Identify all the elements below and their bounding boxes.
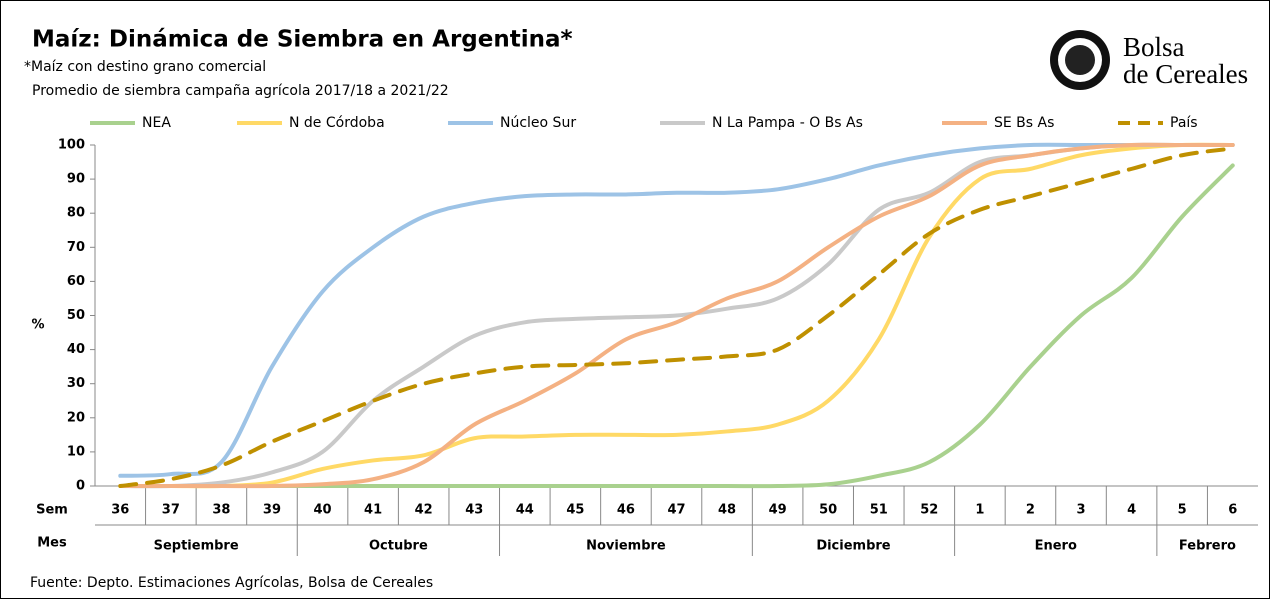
x-tick-label: 47 [667,503,685,518]
legend-label: País [1170,115,1198,131]
month-label: Noviembre [586,539,666,554]
y-tick-label: 20 [67,410,85,425]
note: *Maíz con destino grano comercial [24,59,266,75]
x-tick-label: 46 [617,503,635,518]
series-line [118,142,1235,489]
x-tick-label: 37 [162,503,180,518]
series-line [118,146,1235,488]
logo-emblem [1065,45,1095,75]
x-tick-label: 49 [769,503,787,518]
series-line [118,142,1235,478]
x-tick-label: 4 [1127,503,1136,518]
x-tick-label: 3 [1076,503,1085,518]
row-label: Sem [36,503,68,518]
logo-text: Bolsa [1123,32,1185,62]
y-tick-label: 50 [67,308,85,323]
subtitle: Promedio de siembra campaña agrícola 201… [32,83,449,99]
legend-label: SE Bs As [994,115,1054,131]
month-label: Septiembre [154,539,239,554]
logo-text: de Cereales [1123,59,1248,89]
x-tick-label: 1 [975,503,984,518]
x-tick-label: 43 [465,503,483,518]
chart-title: Maíz: Dinámica de Siembra en Argentina* [32,27,573,53]
y-tick-label: 70 [67,240,85,255]
y-tick-label: 90 [67,172,85,187]
y-tick-label: 80 [67,206,85,221]
x-tick-label: 50 [819,503,837,518]
legend-label: Núcleo Sur [500,115,576,131]
series-line [118,142,1235,489]
x-tick-label: 36 [111,503,129,518]
row-label: Mes [37,536,67,551]
month-label: Octubre [369,539,428,554]
month-label: Enero [1035,539,1077,554]
x-tick-label: 5 [1178,503,1187,518]
x-tick-label: 45 [566,503,584,518]
x-tick-label: 44 [516,503,534,518]
y-tick-label: 0 [76,479,85,494]
y-tick-label: 40 [67,342,85,357]
x-tick-label: 52 [920,503,938,518]
y-tick-label: 30 [67,376,85,391]
x-tick-label: 39 [263,503,281,518]
x-tick-label: 2 [1026,503,1035,518]
legend-label: NEA [142,115,171,131]
source: Fuente: Depto. Estimaciones Agrícolas, B… [30,575,433,591]
x-tick-label: 51 [870,503,888,518]
x-tick-label: 40 [313,503,331,518]
y-axis-label: % [31,318,44,333]
y-tick-label: 10 [67,444,85,459]
x-tick-label: 42 [415,503,433,518]
y-tick-label: 100 [58,138,85,153]
legend-label: N de Córdoba [289,115,385,131]
month-label: Diciembre [816,539,890,554]
logo: Bolsa de Cereales [1050,30,1248,90]
month-label: Febrero [1179,539,1236,554]
x-tick-label: 38 [212,503,230,518]
legend-label: N La Pampa - O Bs As [712,115,863,131]
y-tick-label: 60 [67,274,85,289]
x-tick-label: 48 [718,503,736,518]
x-tick-label: 6 [1228,503,1237,518]
x-tick-label: 41 [364,503,382,518]
